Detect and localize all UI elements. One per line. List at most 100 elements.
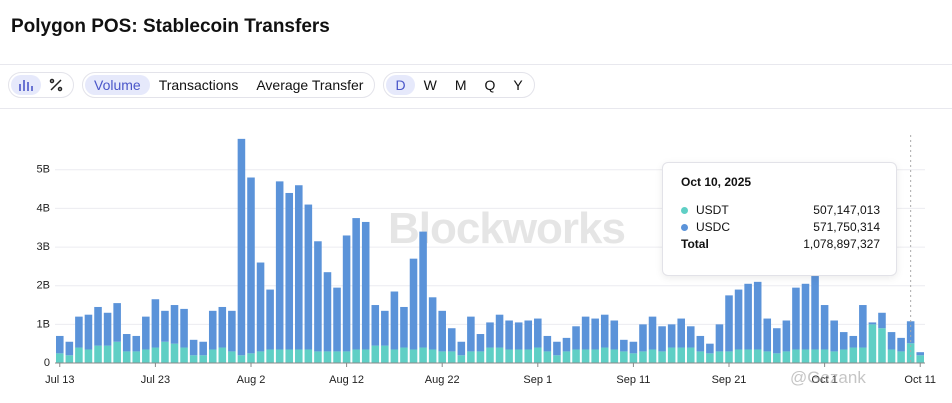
- bar-segment: [428, 349, 437, 363]
- bar-segment: [868, 324, 877, 363]
- bar-segment: [849, 347, 858, 363]
- watermark: Blockworks: [388, 204, 626, 253]
- view-toggle: [8, 72, 74, 98]
- bar-segment: [562, 337, 571, 352]
- bar-segment: [342, 235, 351, 352]
- bar-segment: [706, 343, 714, 354]
- bar-segment: [132, 351, 141, 363]
- x-tick-label: Oct 1: [811, 374, 837, 386]
- bar-segment: [763, 318, 772, 352]
- bar-segment: [486, 347, 494, 363]
- bar-segment: [247, 353, 255, 363]
- bar-segment: [180, 308, 188, 348]
- bar-segment: [409, 258, 418, 350]
- x-tick-label: Sep 1: [523, 374, 552, 386]
- bar-segment: [801, 283, 810, 350]
- x-tick-label: Oct 11: [904, 374, 936, 386]
- period-tab[interactable]: M: [454, 77, 467, 93]
- bar-segment: [94, 306, 102, 346]
- bar-segment: [591, 349, 599, 363]
- bar-segment: [142, 316, 150, 350]
- bar-segment: [725, 295, 733, 352]
- bar-segment: [667, 324, 676, 348]
- bar-segment: [218, 306, 227, 348]
- bar-segment: [75, 347, 83, 363]
- period-tab[interactable]: Q: [484, 77, 496, 93]
- bar-segment: [734, 349, 743, 363]
- bar-segment: [457, 355, 466, 363]
- period-tab[interactable]: D: [386, 75, 415, 95]
- bar-segment: [725, 351, 733, 363]
- tooltip-label: USDC: [696, 219, 731, 234]
- bar-segment: [887, 332, 896, 350]
- bar-segment: [189, 355, 198, 363]
- bar-segment: [897, 351, 905, 363]
- legend-dot: [681, 206, 688, 214]
- bar-segment: [142, 349, 150, 363]
- bar-segment: [629, 353, 638, 363]
- bar-segment: [304, 349, 313, 363]
- metric-tab[interactable]: Transactions: [158, 77, 239, 93]
- bar-segment: [820, 349, 829, 363]
- bar-segment: [333, 351, 341, 363]
- bar-segment: [65, 355, 74, 363]
- bar-segment: [56, 353, 64, 363]
- bar-segment: [620, 339, 628, 352]
- bar-segment: [122, 334, 131, 352]
- bar-segment: [467, 351, 475, 363]
- tooltip-value: 1,078,897,327: [803, 236, 880, 251]
- bar-segment: [84, 349, 93, 363]
- bar-segment: [371, 345, 380, 363]
- bar-segment: [400, 347, 408, 363]
- bar-segment: [161, 341, 169, 363]
- bar-icon: [19, 80, 33, 91]
- period-tab[interactable]: W: [423, 77, 437, 93]
- bar-segment: [820, 305, 829, 350]
- bar-segment: [409, 349, 418, 363]
- bar-segment: [581, 316, 590, 350]
- bar-segment: [428, 297, 437, 350]
- bar-segment: [753, 349, 762, 363]
- bar-segment: [782, 320, 791, 352]
- bar-segment: [228, 351, 236, 363]
- bar-segment: [390, 349, 399, 363]
- metric-tab[interactable]: Average Transfer: [256, 77, 364, 93]
- period-tab[interactable]: Y: [513, 77, 523, 93]
- bar-segment: [228, 310, 236, 352]
- bar-segment: [361, 349, 370, 363]
- percent-view-button[interactable]: [41, 75, 71, 95]
- bar-segment: [151, 299, 160, 348]
- bar-segment: [859, 305, 867, 348]
- y-tick-label: 0: [44, 357, 50, 369]
- bar-segment: [658, 326, 666, 352]
- tooltip-row: USDT 507,147,013: [681, 201, 880, 218]
- bar-segment: [744, 349, 752, 363]
- tooltip-label-wrap: USDC: [681, 220, 730, 234]
- bar-view-button[interactable]: [11, 75, 41, 95]
- metric-tab[interactable]: Volume: [85, 75, 150, 95]
- bar-segment: [553, 355, 561, 363]
- bar-segment: [486, 322, 494, 348]
- bar-segment: [706, 353, 714, 363]
- bar-segment: [782, 351, 791, 363]
- bar-segment: [151, 347, 160, 363]
- tooltip-label-wrap: Total: [681, 237, 709, 251]
- bar-segment: [122, 351, 131, 363]
- bar-segment: [849, 335, 858, 348]
- bar-segment: [801, 349, 810, 363]
- bar-segment: [524, 320, 533, 350]
- bar-segment: [600, 347, 609, 363]
- bar-segment: [342, 351, 351, 363]
- bar-segment: [333, 287, 341, 352]
- bar-segment: [56, 335, 64, 354]
- bar-segment: [381, 310, 389, 346]
- tooltip-row: Total 1,078,897,327: [681, 235, 880, 252]
- bar-segment: [103, 312, 112, 346]
- x-tick-label: Sep 21: [712, 374, 747, 386]
- bar-segment: [696, 335, 705, 352]
- bar-segment: [371, 305, 380, 346]
- bar-segment: [524, 349, 533, 363]
- bar-segment: [390, 291, 399, 350]
- bar-segment: [639, 324, 647, 352]
